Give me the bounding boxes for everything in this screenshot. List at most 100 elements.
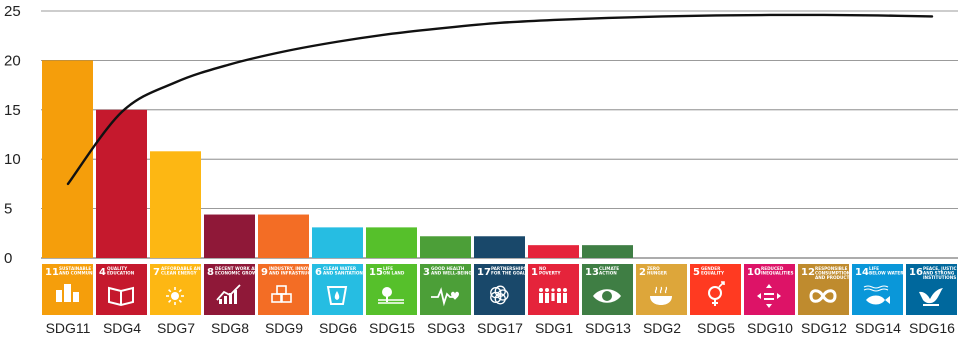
glyph-shape: [923, 304, 939, 306]
glyph-shape: [271, 293, 282, 303]
gender-icon: [708, 281, 725, 306]
x-tick-label: SDG12: [801, 320, 847, 336]
glyph-shape: [334, 291, 340, 300]
sdg-icon-caption-line: HUNGER: [647, 271, 668, 276]
sdg-icon-caption-line: FOR THE GOALS: [491, 271, 529, 276]
sun-icon: [166, 287, 184, 305]
glyph-shape: [557, 288, 561, 292]
bar-sdg13: [582, 245, 633, 258]
sdg-icon-tile: [420, 264, 471, 315]
sdg-icon-caption-line: GENDER: [701, 266, 721, 271]
glyph-shape: [664, 286, 668, 294]
sdg-icon-caption-line: CLEAN ENERGY: [161, 271, 198, 276]
sdg-icon-tile: [798, 264, 849, 315]
book-icon: [108, 286, 134, 307]
glyph-shape: [224, 296, 227, 304]
x-tick-label: SDG11: [46, 320, 91, 336]
x-tick-label: SDG9: [265, 320, 303, 336]
city-icon: [56, 284, 79, 302]
cumulative-line: [66, 13, 934, 186]
glyph-shape: [281, 293, 292, 303]
sdg-icon-number: 6: [315, 267, 322, 278]
infinity-icon: [809, 289, 837, 303]
y-tick-label: 0: [4, 250, 12, 267]
sdg-icon-caption-line: EDUCATION: [107, 271, 135, 276]
sdg-icon-tile: [852, 264, 903, 315]
glyph-shape: [219, 299, 222, 304]
glyph-shape: [494, 285, 506, 297]
y-tick-label: 10: [4, 151, 21, 168]
sdg-icon-caption-line: CLEAN WATER: [323, 266, 357, 271]
y-tick-label: 20: [4, 52, 21, 69]
equality-icon: [757, 284, 781, 308]
glyph-shape: [168, 299, 172, 303]
sdg-icon-caption-line: SUSTAINABLE CITIES: [59, 266, 108, 271]
bar-sdg6: [312, 227, 363, 258]
tree-icon: [378, 287, 404, 304]
sdg-icon-number: 17: [477, 267, 491, 278]
sdg-icon-caption-line: AND COMMUNITIES: [59, 271, 104, 276]
sdg-icon-number: 13: [585, 267, 599, 278]
bowl-icon: [650, 286, 672, 305]
sdg-icon-caption-line: POVERTY: [539, 271, 562, 276]
sdg-icon-tile: [258, 264, 309, 315]
glyph-shape: [539, 293, 543, 303]
glyph-shape: [326, 286, 348, 305]
x-tick-label: SDG1: [535, 320, 573, 336]
x-tick-label: SDG16: [909, 320, 955, 336]
x-tick-label: SDG7: [157, 320, 195, 336]
glyph-shape: [863, 288, 889, 292]
sdg-icon-number: 7: [153, 267, 160, 278]
glyph-shape: [216, 284, 241, 301]
sdg-icon-caption-line: NO: [539, 266, 547, 271]
sdg-icon-caption-line: AND SANITATION: [323, 271, 363, 276]
sdg-icon-number: 8: [207, 267, 214, 278]
glyph-shape: [73, 292, 79, 302]
sdg-icon-tile: [312, 264, 363, 315]
glyph-shape: [539, 288, 543, 292]
sdg-icon-caption-line: CLIMATE: [599, 266, 619, 271]
cubes-icon: [271, 285, 292, 303]
glyph-shape: [563, 288, 567, 292]
x-tick-label: SDG5: [697, 320, 735, 336]
glyph-shape: [809, 289, 837, 303]
sdg-icon-number: 15: [369, 267, 383, 278]
x-tick-label: SDG2: [643, 320, 681, 336]
sdg-icon-caption-line: LIFE: [383, 266, 393, 271]
glyph-shape: [654, 286, 658, 294]
glyph-shape: [490, 286, 502, 299]
x-tick-label: SDG15: [369, 320, 415, 336]
sdg-icon-caption-line: DECENT WORK AND: [215, 266, 262, 271]
sdg-icon-tile: [204, 264, 255, 315]
eye-globe-icon: [593, 289, 621, 303]
sdg-icon-caption-line: BELOW WATER: [869, 271, 904, 276]
x-tick-label: SDG10: [747, 320, 793, 336]
x-tick-label: SDG6: [319, 320, 357, 336]
sdg-icon-number: 4: [99, 267, 106, 278]
sdg-icon-caption-line: AND STRONG: [923, 271, 955, 276]
sdg-icon-caption-line: CONSUMPTION: [815, 271, 851, 276]
bar-sdg3: [420, 236, 471, 258]
x-tick-label: SDG3: [427, 320, 465, 336]
sdg-icon-caption-line: PEACE, JUSTICE: [923, 266, 960, 271]
sdg-icon-caption-line: ON LAND: [383, 271, 405, 276]
sdg-icon-caption-line: ECONOMIC GROWTH: [215, 271, 264, 276]
glyph-shape: [171, 292, 179, 300]
sdg-icon-caption-line: EQUALITY: [701, 271, 725, 276]
glyph-shape: [863, 285, 889, 289]
sdg-icon-caption-line: INDUSTRY, INNOVATION: [269, 266, 325, 271]
glyph-shape: [229, 293, 232, 304]
